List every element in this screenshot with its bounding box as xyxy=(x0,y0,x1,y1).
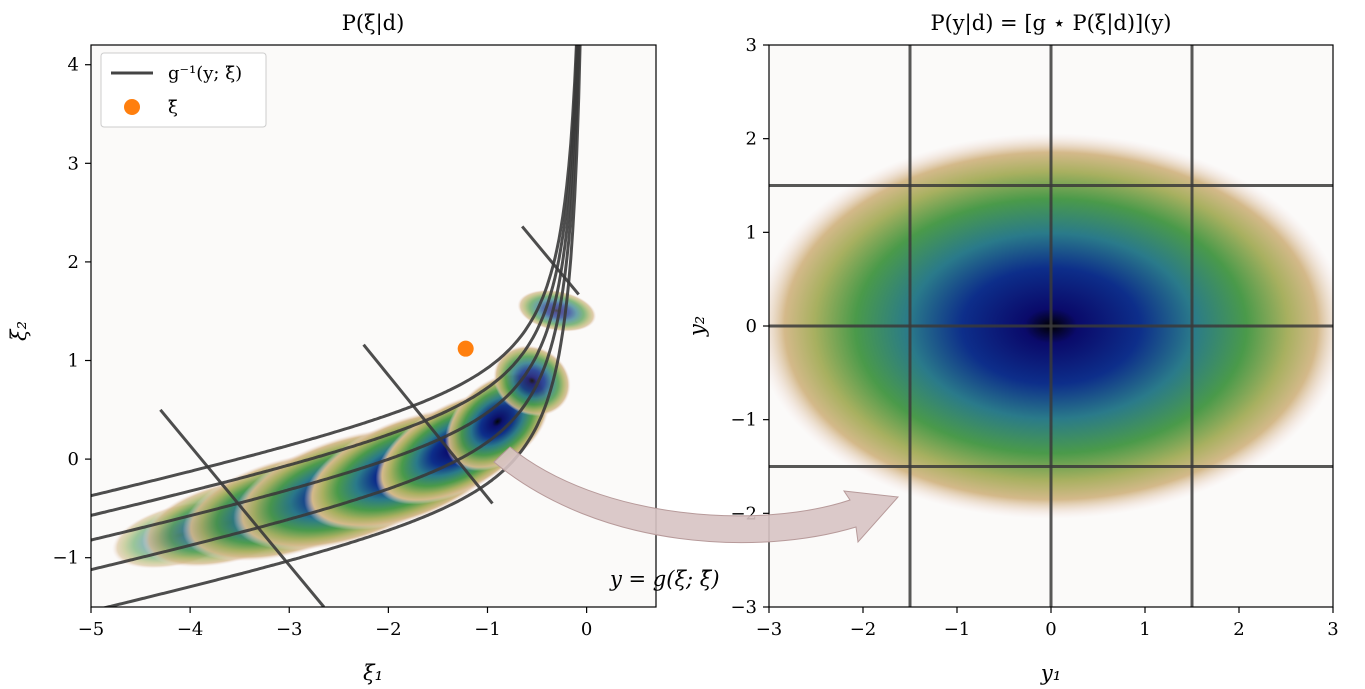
right-x-tick-label: −3 xyxy=(756,619,783,640)
right-y-axis-label: y₂ xyxy=(685,316,709,337)
left-density-blob xyxy=(493,345,571,417)
left-curved-grid xyxy=(91,45,582,607)
left-y-tick-label: 3 xyxy=(68,153,79,174)
legend-marker-swatch xyxy=(124,99,140,115)
left-x-tick-label: −4 xyxy=(177,619,204,640)
right-x-tick-label: 1 xyxy=(1139,619,1150,640)
right-y-tick-label: 3 xyxy=(746,35,757,56)
mean-marker xyxy=(457,340,474,357)
right-y-tick-label: 2 xyxy=(746,129,757,150)
left-grid-curve xyxy=(91,45,579,517)
right-grid xyxy=(769,45,1333,607)
right-panel: −3 −2 −1 0 1 2 3 −3 −2 −1 0 1 2 3 P(y|d) = [g ⋆ P(ξ|… xyxy=(685,11,1339,685)
right-title: P(y|d) = [g ⋆ P(ξ|d)](y) xyxy=(930,11,1171,36)
left-grid-transverse xyxy=(362,343,494,505)
left-density xyxy=(111,289,597,569)
left-x-tick-label: −3 xyxy=(276,619,303,640)
right-x-ticks: −3 −2 −1 0 1 2 3 xyxy=(756,607,1339,640)
right-x-tick-label: −1 xyxy=(944,619,971,640)
left-y-tick-label: 2 xyxy=(68,252,79,273)
mapping-annotation: y = g(ξ; ξ̄) xyxy=(609,567,720,591)
legend-label-inverse-map: g⁻¹(y; ξ̄) xyxy=(168,63,242,84)
left-y-axis-label: ξ₂ xyxy=(7,321,31,341)
left-grid-curve xyxy=(91,45,578,498)
left-y-tick-label: 4 xyxy=(68,55,79,76)
right-x-tick-label: 2 xyxy=(1233,619,1244,640)
left-x-tick-label: −2 xyxy=(375,619,402,640)
right-y-tick-label: 1 xyxy=(746,222,757,243)
left-density-blob xyxy=(517,289,597,332)
right-x-tick-label: −2 xyxy=(850,619,877,640)
left-title: P(ξ|d) xyxy=(342,11,405,36)
right-y-tick-label: −3 xyxy=(730,597,757,618)
left-y-tick-label: 0 xyxy=(68,449,79,470)
right-x-axis-label: y₁ xyxy=(1040,661,1061,685)
left-y-tick-label: −1 xyxy=(52,548,79,569)
left-x-axis-label: ξ₁ xyxy=(363,661,383,685)
right-x-tick-label: 3 xyxy=(1327,619,1338,640)
left-x-ticks: −5 −4 −3 −2 −1 0 xyxy=(78,607,592,640)
legend: g⁻¹(y; ξ̄) ξ̄ xyxy=(100,52,267,128)
left-grid-transverse xyxy=(159,408,326,607)
left-grid-curve xyxy=(91,45,581,572)
left-axes-frame xyxy=(90,44,657,608)
left-y-ticks: −1 0 1 2 3 4 xyxy=(52,55,91,569)
right-y-tick-label: 0 xyxy=(746,316,757,337)
left-x-tick-label: −1 xyxy=(474,619,501,640)
left-panel: −5 −4 −3 −2 −1 0 −1 0 1 2 3 4 P(ξ|d) ξ₁ ξ₂ g⁻¹(y; … xyxy=(7,11,657,685)
left-x-tick-label: 0 xyxy=(581,619,592,640)
right-x-tick-label: 0 xyxy=(1045,619,1056,640)
left-x-tick-label: −5 xyxy=(78,619,105,640)
mapping-arrow xyxy=(493,446,900,544)
left-grid-transverse xyxy=(521,225,580,296)
legend-label-mean: ξ̄ xyxy=(168,97,178,118)
left-y-tick-label: 1 xyxy=(68,351,79,372)
right-y-tick-label: −1 xyxy=(730,410,757,431)
left-grid-curve xyxy=(91,45,580,542)
left-grid-curve xyxy=(101,45,582,607)
